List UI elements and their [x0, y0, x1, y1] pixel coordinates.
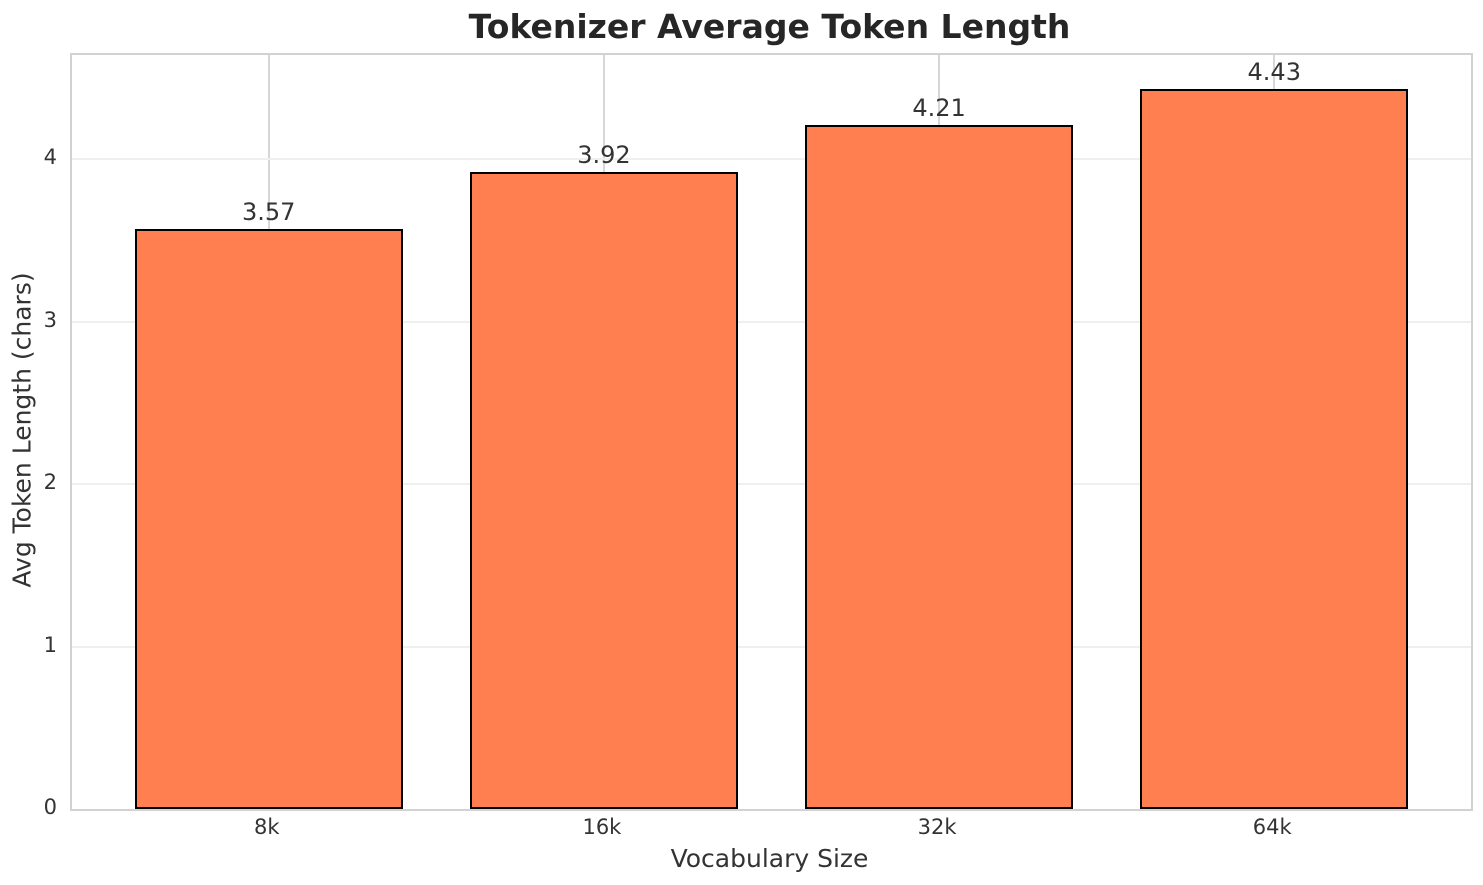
bar	[469, 172, 738, 809]
y-tick-label: 4	[43, 145, 57, 169]
y-tick-label: 3	[43, 307, 57, 332]
gridline-horizontal	[72, 158, 1471, 160]
gridline-horizontal	[72, 645, 1471, 648]
y-tick-label: 2	[43, 470, 57, 494]
x-tick-label: 8k	[253, 815, 280, 839]
y-tick-label: 1	[43, 632, 57, 657]
bar	[805, 124, 1074, 809]
gridline-horizontal	[72, 483, 1471, 485]
gridline-horizontal	[72, 320, 1471, 323]
bar	[1140, 89, 1409, 809]
bar-value-label: 4.21	[912, 93, 966, 122]
bar-value-label: 4.43	[1247, 58, 1301, 87]
y-tick-label: 0	[43, 795, 57, 819]
plot-area: 3.57 3.92 4.21 4.43	[70, 53, 1473, 811]
x-tick-label: 16k	[582, 815, 622, 839]
x-tick-label: 32k	[917, 815, 957, 839]
bar	[134, 228, 403, 809]
x-axis-label: Vocabulary Size	[670, 844, 869, 873]
bar-value-label: 3.57	[242, 197, 296, 226]
bar-value-label: 3.92	[577, 141, 631, 169]
chart-title: Tokenizer Average Token Length	[468, 7, 1071, 46]
x-tick-label: 64k	[1252, 815, 1292, 839]
